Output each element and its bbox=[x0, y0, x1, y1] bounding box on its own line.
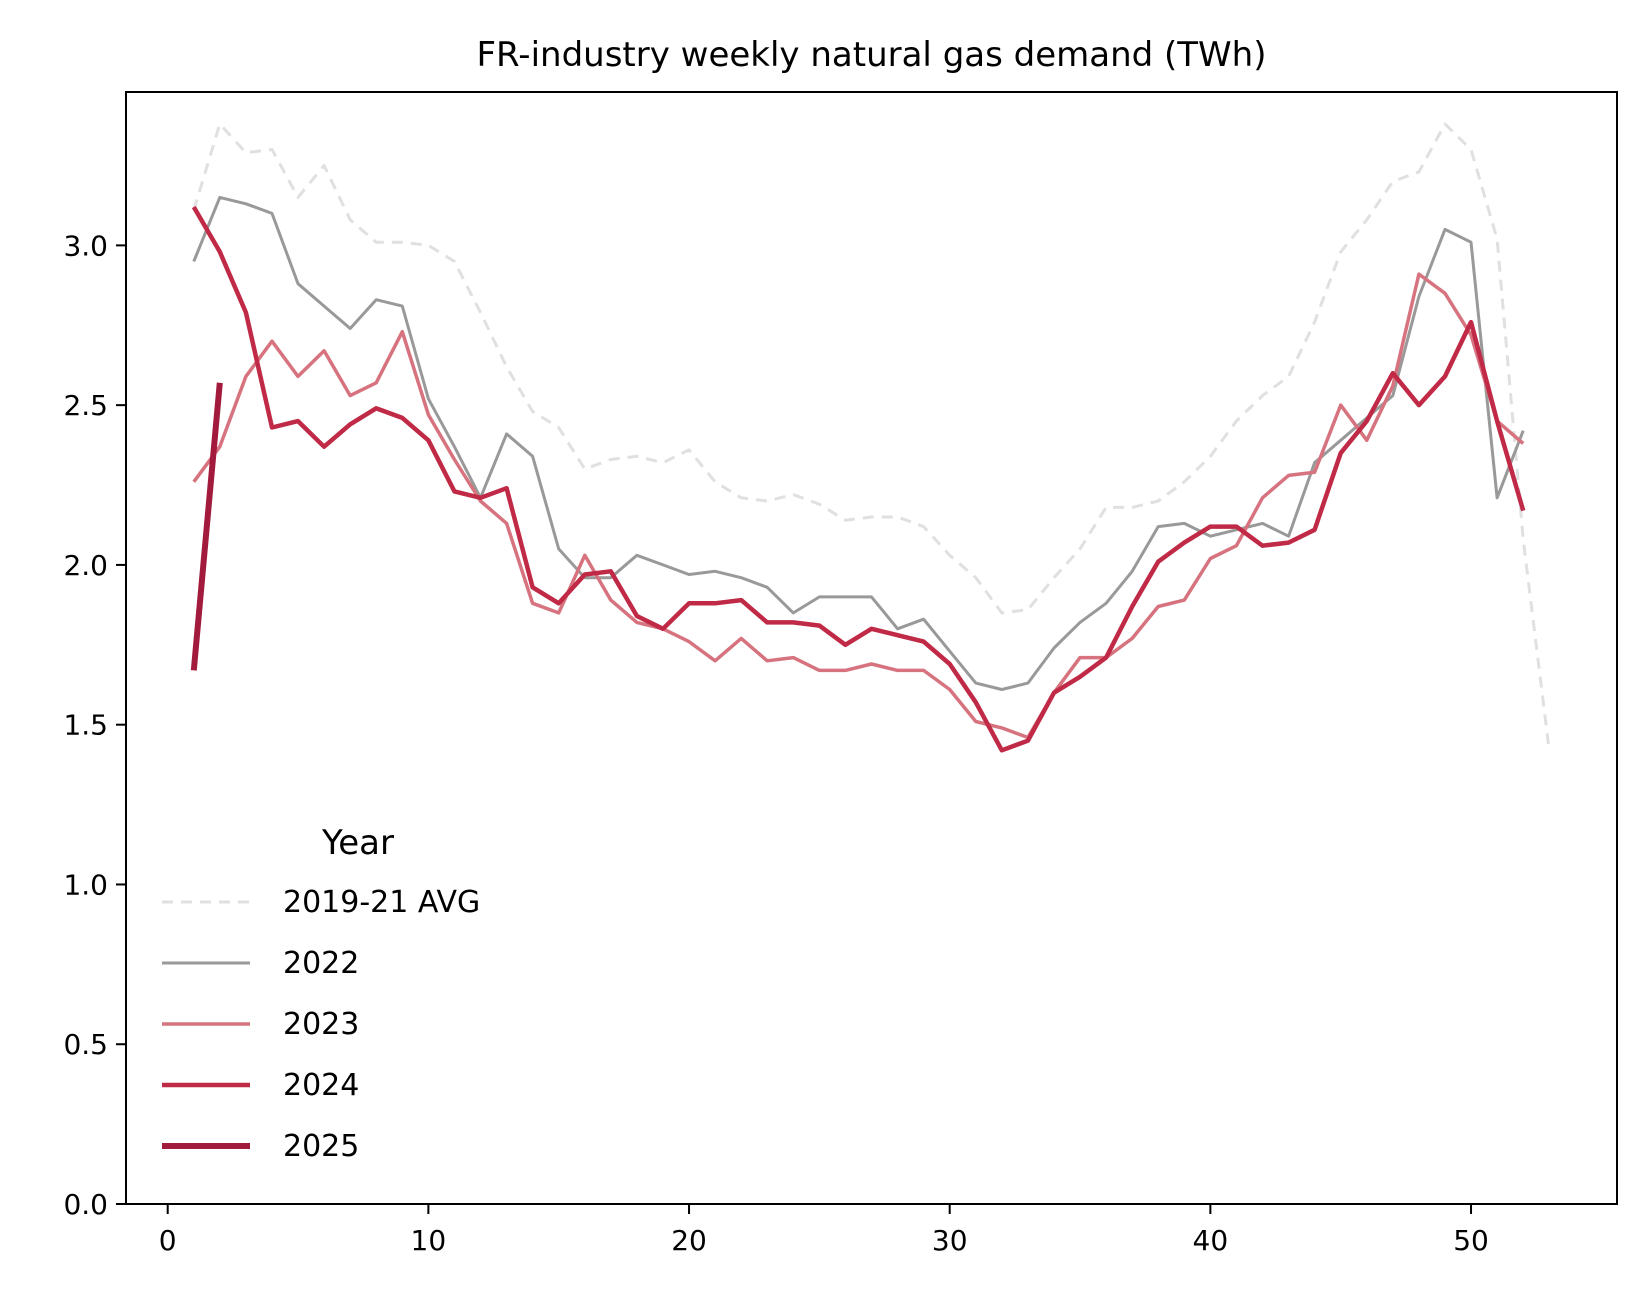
x-tick-label: 50 bbox=[1453, 1224, 1489, 1257]
series-line-2 bbox=[192, 195, 1525, 691]
x-tick-label: 40 bbox=[1193, 1224, 1229, 1257]
x-tick-label: 0 bbox=[159, 1224, 177, 1257]
legend-label: 2025 bbox=[283, 1129, 359, 1164]
series-line-5 bbox=[190, 382, 223, 671]
chart-title: FR-industry weekly natural gas demand (T… bbox=[477, 35, 1267, 75]
x-tick-label: 10 bbox=[411, 1224, 447, 1257]
y-tick-label: 2.0 bbox=[63, 549, 108, 582]
x-tick-label: 30 bbox=[932, 1224, 968, 1257]
legend-title: Year bbox=[321, 823, 394, 863]
legend-label: 2024 bbox=[283, 1068, 359, 1103]
series-line-1 bbox=[192, 122, 1551, 751]
series-line-3 bbox=[192, 272, 1525, 740]
y-tick-label: 0.0 bbox=[63, 1188, 108, 1221]
legend-label: 2022 bbox=[283, 946, 359, 981]
series-layer bbox=[190, 122, 1551, 753]
x-axis: 0 10 20 30 40 50 bbox=[159, 1204, 1489, 1257]
y-tick-label: 1.5 bbox=[63, 709, 108, 742]
series-line-4 bbox=[191, 205, 1526, 753]
x-tick-label: 20 bbox=[671, 1224, 707, 1257]
legend-label: 2023 bbox=[283, 1007, 359, 1042]
y-axis: 0.0 0.5 1.0 1.5 2.0 2.5 3.0 bbox=[63, 229, 126, 1221]
y-tick-label: 2.5 bbox=[63, 389, 108, 422]
y-tick-label: 1.0 bbox=[63, 868, 108, 901]
plot-area-frame bbox=[125, 91, 1618, 1205]
legend: Year 2019-21 AVG 2022 2023 2024 2025 bbox=[162, 823, 480, 1164]
legend-label: 2019-21 AVG bbox=[283, 885, 480, 920]
y-tick-label: 0.5 bbox=[63, 1028, 108, 1061]
y-tick-label: 3.0 bbox=[63, 229, 108, 262]
